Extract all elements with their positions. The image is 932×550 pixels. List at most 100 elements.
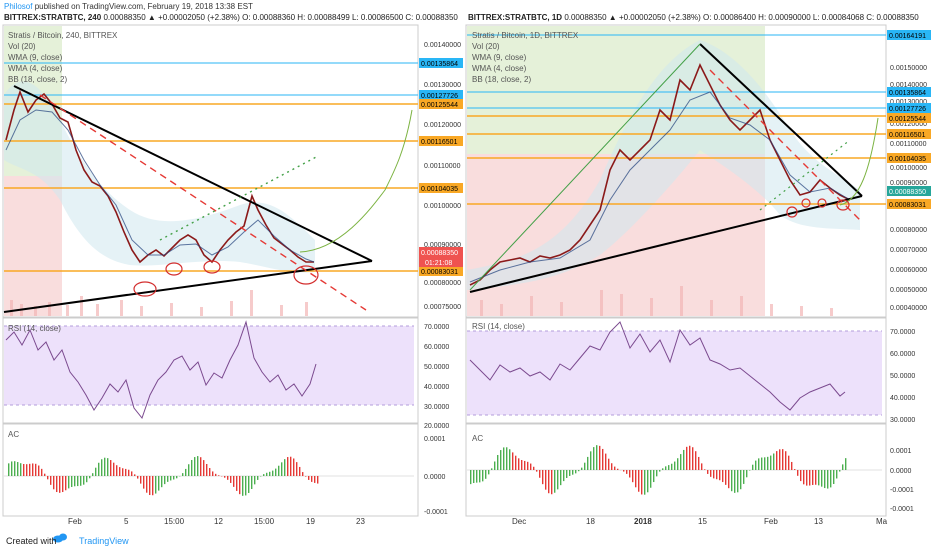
right-rsi-tick: 70.0000	[890, 329, 915, 336]
right-price-tick: 0.00130000	[890, 99, 927, 106]
right-circle-annotation	[801, 198, 811, 208]
right-header: BITTREX:STRATBTC, 1D 0.00088350 ▲ +0.000…	[468, 13, 919, 22]
left-price-tick: 0.00075000	[424, 304, 461, 311]
right-time-axis: Dec 18 2018 15 Feb 13 Ma	[512, 517, 888, 526]
ac-bar	[197, 456, 199, 476]
right-ac-tick: -0.0001	[890, 487, 914, 494]
left-rsi-axis: 70.0000 60.0000 50.0000 40.0000 30.0000 …	[424, 324, 449, 430]
ac-bar	[509, 449, 511, 470]
ac-bar	[581, 467, 583, 470]
ac-bar	[476, 470, 478, 483]
right-circle-annotation	[836, 199, 850, 211]
ac-bar	[473, 470, 475, 484]
ac-bar	[602, 448, 604, 470]
ac-bar	[236, 476, 238, 491]
left-price-tick: 0.00120000	[424, 122, 461, 129]
ac-bar	[593, 447, 595, 470]
ac-bar	[164, 476, 166, 485]
ac-bar	[716, 470, 718, 480]
right-wma-line	[469, 91, 851, 283]
ac-bar	[599, 445, 601, 470]
ac-bar	[638, 470, 640, 492]
ac-bar	[491, 468, 493, 470]
right-rsi-band	[467, 331, 882, 415]
ac-bar	[770, 455, 772, 470]
ac-bar	[38, 465, 40, 476]
left-ac-tick: 0.0001	[424, 436, 446, 443]
ac-bar	[68, 476, 70, 489]
ac-bar	[713, 470, 715, 479]
ac-bar	[815, 470, 817, 485]
ac-bar	[173, 476, 175, 480]
left-ac-tick: 0.0000	[424, 474, 446, 481]
right-price-tick: 0.00050000	[890, 287, 927, 294]
ac-bar	[737, 470, 739, 493]
ac-bar	[314, 476, 316, 483]
ac-bar	[503, 447, 505, 470]
ac-bar	[206, 463, 208, 476]
left-time-tick: 15:00	[164, 517, 185, 526]
ac-bar	[680, 454, 682, 470]
ac-bar	[92, 473, 94, 476]
ac-bar	[275, 468, 277, 476]
right-level-tag: 0.00116501	[889, 132, 926, 139]
ac-bar	[215, 473, 217, 476]
ac-bar	[788, 455, 790, 470]
right-level-tag: 0.00127726	[889, 106, 926, 113]
ac-bar	[569, 470, 571, 476]
ac-bar	[605, 453, 607, 470]
left-rsi-title: RSI (14, close)	[8, 324, 61, 333]
ac-bar	[653, 470, 655, 483]
ac-bar	[479, 470, 481, 483]
ac-bar	[485, 470, 487, 479]
right-volume	[480, 286, 833, 316]
ac-bar	[8, 463, 10, 476]
ac-bar	[779, 449, 781, 470]
ac-bar	[683, 449, 685, 470]
ac-bar	[530, 463, 532, 470]
ac-bar	[824, 470, 826, 489]
author-link[interactable]: Philosof	[4, 2, 33, 11]
ac-bar	[689, 445, 691, 470]
ac-bar	[233, 476, 235, 487]
ac-bar	[839, 470, 841, 472]
right-ticker: BITTREX:STRATBTC, 1D	[468, 13, 563, 22]
ac-bar	[212, 471, 214, 476]
ac-bar	[686, 446, 688, 470]
ac-bar	[836, 470, 838, 479]
ac-bar	[113, 462, 115, 476]
ac-bar	[14, 461, 16, 476]
right-rsi-tick: 50.0000	[890, 373, 915, 380]
right-ohlc: 0.00088350 ▲ +0.00002050 (+2.38%) O: 0.0…	[564, 13, 919, 22]
publish-line: Philosof published on TradingView.com, F…	[4, 2, 253, 11]
ac-bar	[227, 476, 229, 480]
ac-bar	[566, 470, 568, 478]
ac-bar	[263, 474, 265, 476]
ac-bar	[782, 449, 784, 470]
right-price-tick: 0.00040000	[890, 305, 927, 312]
right-rsi-axis: 70.0000 60.0000 50.0000 40.0000 30.0000	[890, 329, 915, 424]
ac-bar	[746, 470, 748, 478]
right-time-tick: 2018	[634, 517, 652, 526]
ac-bar	[50, 476, 52, 485]
ac-bar	[251, 476, 253, 490]
footer: Created with TradingView	[6, 536, 129, 546]
ac-bar	[71, 476, 73, 487]
ac-bar	[725, 470, 727, 485]
footer-brand-link[interactable]: TradingView	[79, 536, 129, 546]
ac-bar	[542, 470, 544, 485]
ac-bar	[110, 460, 112, 476]
left-price-tick: 0.00110000	[424, 163, 461, 170]
ac-bar	[302, 472, 304, 476]
right-price-tick: 0.00090000	[890, 180, 927, 187]
ac-bar	[155, 476, 157, 494]
ac-bar	[752, 464, 754, 470]
right-legend-item: BB (18, close, 2)	[472, 75, 531, 84]
right-price-tick: 0.00150000	[890, 65, 927, 72]
ac-bar	[596, 445, 598, 470]
ac-bar	[677, 458, 679, 470]
ac-bar	[647, 470, 649, 493]
left-rsi-tick: 40.0000	[424, 384, 449, 391]
ac-bar	[632, 470, 634, 483]
left-price-line	[5, 89, 314, 264]
